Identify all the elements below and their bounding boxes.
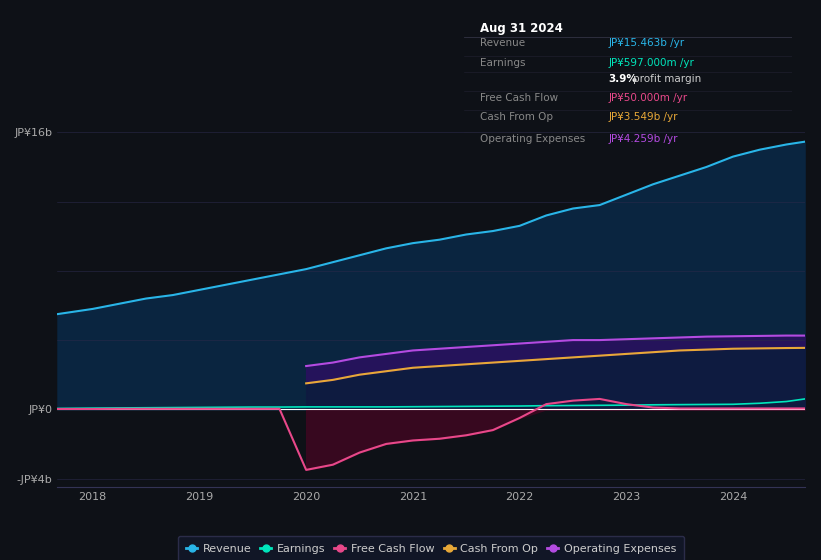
- Legend: Revenue, Earnings, Free Cash Flow, Cash From Op, Operating Expenses: Revenue, Earnings, Free Cash Flow, Cash …: [178, 536, 684, 560]
- Text: Free Cash Flow: Free Cash Flow: [480, 93, 558, 103]
- Text: 3.9%: 3.9%: [608, 74, 637, 84]
- Text: JP¥4.259b /yr: JP¥4.259b /yr: [608, 134, 678, 144]
- Text: JP¥15.463b /yr: JP¥15.463b /yr: [608, 38, 685, 48]
- Text: Operating Expenses: Operating Expenses: [480, 134, 585, 144]
- Text: JP¥597.000m /yr: JP¥597.000m /yr: [608, 58, 695, 68]
- Text: Earnings: Earnings: [480, 58, 525, 68]
- Text: Aug 31 2024: Aug 31 2024: [480, 22, 563, 35]
- Text: Cash From Op: Cash From Op: [480, 113, 553, 122]
- Text: Revenue: Revenue: [480, 38, 525, 48]
- Text: profit margin: profit margin: [633, 74, 701, 84]
- Text: JP¥50.000m /yr: JP¥50.000m /yr: [608, 93, 687, 103]
- Text: JP¥3.549b /yr: JP¥3.549b /yr: [608, 113, 678, 122]
